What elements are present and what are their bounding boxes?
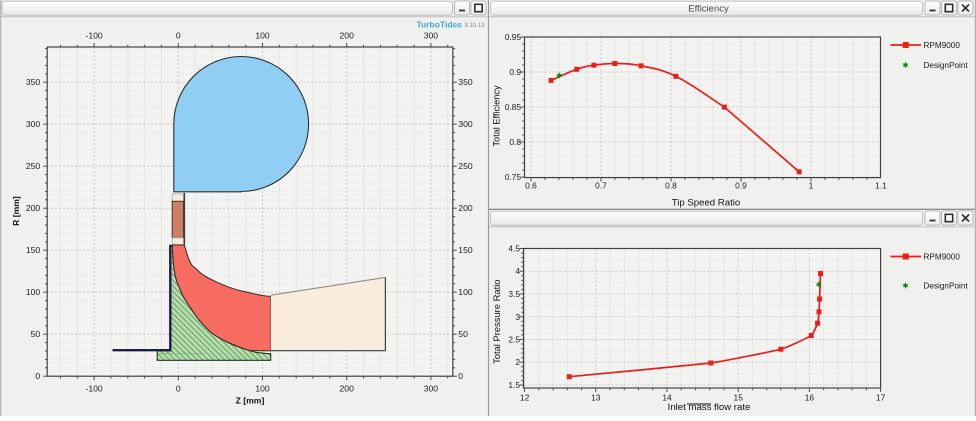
svg-text:300: 300: [26, 119, 41, 129]
svg-text:50: 50: [458, 329, 468, 339]
svg-text:0: 0: [35, 371, 40, 381]
svg-text:0.9: 0.9: [509, 67, 521, 77]
svg-text:RPM9000: RPM9000: [924, 253, 961, 262]
svg-text:1.5: 1.5: [508, 380, 520, 390]
svg-text:1: 1: [809, 181, 814, 191]
svg-text:50: 50: [31, 329, 41, 339]
svg-text:350: 350: [458, 77, 473, 87]
svg-text:3: 3: [515, 312, 520, 322]
svg-text:300: 300: [424, 31, 439, 41]
svg-text:2.5: 2.5: [508, 335, 520, 345]
svg-text:0.85: 0.85: [505, 102, 522, 112]
svg-text:Efficiency: Efficiency: [688, 4, 729, 15]
svg-text:0.8: 0.8: [665, 181, 677, 191]
svg-text:R [mm]: R [mm]: [11, 196, 21, 226]
svg-text:0.95: 0.95: [505, 32, 522, 42]
svg-text:150: 150: [458, 245, 473, 255]
svg-text:350: 350: [26, 77, 41, 87]
svg-text:0: 0: [176, 384, 181, 394]
svg-text:15: 15: [734, 393, 744, 403]
svg-text:300: 300: [458, 119, 473, 129]
svg-text:2: 2: [515, 357, 520, 367]
svg-text:0.7: 0.7: [595, 181, 607, 191]
svg-text:200: 200: [458, 203, 473, 213]
svg-text:TurboTides: TurboTides: [417, 20, 463, 30]
svg-text:0: 0: [176, 31, 181, 41]
svg-text:Inlet mass flow rate: Inlet mass flow rate: [668, 402, 751, 413]
svg-text:Tip Speed Ratio: Tip Speed Ratio: [672, 198, 740, 209]
svg-text:100: 100: [255, 384, 270, 394]
svg-text:DesignPoint: DesignPoint: [924, 282, 969, 291]
svg-text:RPM9000: RPM9000: [924, 41, 961, 50]
svg-text:100: 100: [458, 287, 473, 297]
svg-text:13: 13: [591, 393, 601, 403]
svg-text:3.5: 3.5: [508, 289, 520, 299]
svg-text:17: 17: [876, 393, 886, 403]
svg-text:DesignPoint: DesignPoint: [924, 61, 969, 70]
svg-text:Z [mm]: Z [mm]: [236, 396, 265, 406]
svg-text:-100: -100: [85, 384, 102, 394]
svg-text:16: 16: [805, 393, 815, 403]
svg-text:Total Pressure Ratio: Total Pressure Ratio: [491, 279, 502, 363]
svg-text:-100: -100: [85, 31, 102, 41]
svg-text:9.10.13: 9.10.13: [465, 23, 486, 29]
svg-text:4.5: 4.5: [508, 244, 520, 254]
svg-text:250: 250: [458, 161, 473, 171]
svg-text:100: 100: [26, 287, 41, 297]
svg-text:12: 12: [520, 393, 530, 403]
svg-text:200: 200: [26, 203, 41, 213]
svg-text:Total Efficiency: Total Efficiency: [492, 85, 502, 147]
svg-text:300: 300: [424, 384, 439, 394]
svg-text:200: 200: [340, 384, 355, 394]
svg-text:150: 150: [26, 245, 41, 255]
svg-text:0.75: 0.75: [505, 172, 522, 182]
svg-text:200: 200: [340, 31, 355, 41]
svg-text:0.8: 0.8: [509, 137, 521, 147]
svg-text:14: 14: [662, 393, 672, 403]
svg-text:100: 100: [255, 31, 270, 41]
svg-text:4: 4: [515, 266, 520, 276]
svg-text:0.9: 0.9: [735, 181, 747, 191]
svg-text:1.1: 1.1: [875, 181, 887, 191]
svg-text:0.6: 0.6: [525, 181, 537, 191]
svg-text:250: 250: [26, 161, 41, 171]
svg-text:0: 0: [458, 371, 463, 381]
